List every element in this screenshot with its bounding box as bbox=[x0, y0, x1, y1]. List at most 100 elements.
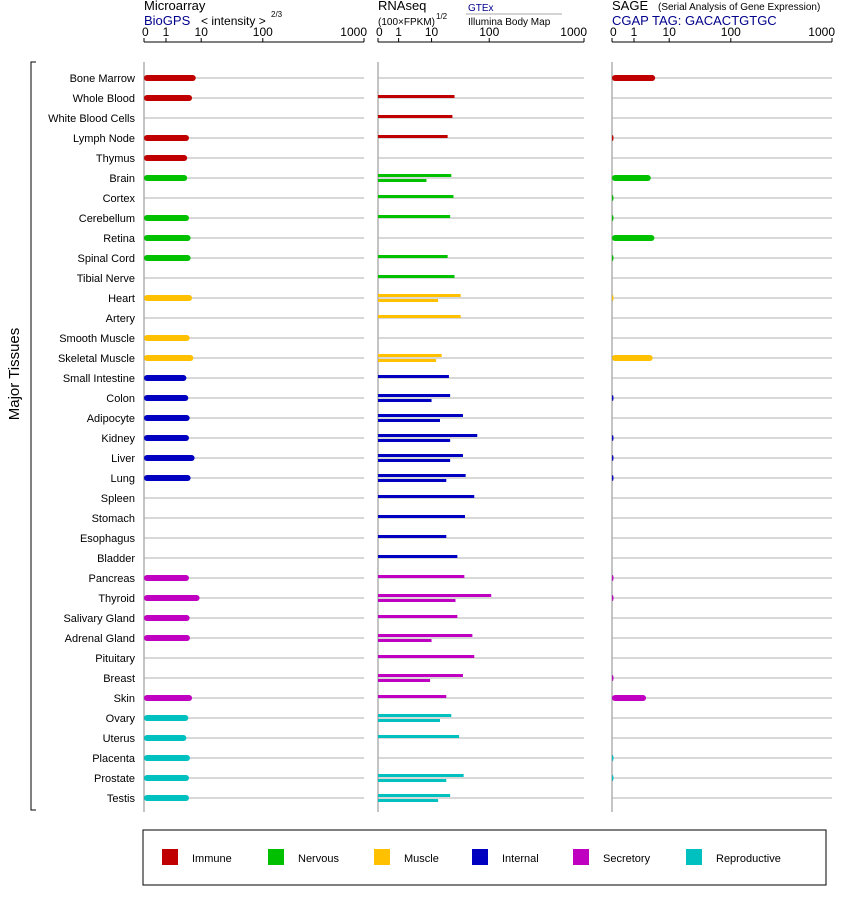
microarray-bar bbox=[144, 795, 189, 801]
x-tick-label: 100 bbox=[721, 25, 741, 39]
x-tick-label: 0 bbox=[376, 25, 383, 39]
sage-bar bbox=[612, 575, 614, 581]
rnaseq-bar-ibm bbox=[378, 719, 440, 722]
x-tick-label: 100 bbox=[253, 25, 273, 39]
rnaseq-bar bbox=[378, 95, 455, 98]
legend-swatch-muscle bbox=[374, 849, 390, 865]
sage-bar bbox=[612, 355, 653, 361]
x-tick-label: 1000 bbox=[808, 25, 835, 39]
tissue-label: Spinal Cord bbox=[78, 253, 135, 265]
rnaseq-bar bbox=[378, 655, 475, 658]
tissue-label: Bladder bbox=[97, 553, 135, 565]
tissue-label: Whole Blood bbox=[73, 93, 135, 105]
legend-swatch-immune bbox=[162, 849, 178, 865]
sage-source: CGAP TAG: GACACTGTGC bbox=[612, 13, 777, 28]
rnaseq-bar-ibm bbox=[378, 479, 447, 482]
microarray-bar bbox=[144, 595, 200, 601]
rnaseq-bar-gtex bbox=[378, 634, 473, 637]
rnaseq-bar-gtex bbox=[378, 594, 492, 597]
rnaseq-bar-gtex bbox=[378, 434, 478, 437]
legend-swatch-internal bbox=[472, 849, 488, 865]
sage-bar bbox=[612, 195, 614, 201]
x-tick-label: 10 bbox=[425, 25, 439, 39]
rnaseq-bar-gtex bbox=[378, 354, 442, 357]
sage-bar bbox=[612, 75, 656, 81]
rnaseq-bar-gtex bbox=[378, 774, 464, 777]
sage-bar bbox=[612, 215, 614, 221]
rnaseq-bar bbox=[378, 115, 453, 118]
microarray-bar bbox=[144, 635, 190, 641]
tissue-label: Liver bbox=[111, 453, 135, 465]
rnaseq-bar-gtex bbox=[378, 674, 463, 677]
sage-title: SAGE bbox=[612, 0, 648, 13]
rnaseq-bar-gtex bbox=[378, 714, 452, 717]
tissue-bracket bbox=[30, 61, 36, 811]
side-label: Major Tissues bbox=[6, 328, 23, 421]
rnaseq-source-gtex: GTEx bbox=[468, 3, 494, 14]
rnaseq-bar bbox=[378, 535, 447, 538]
tissue-label: Pituitary bbox=[95, 653, 135, 665]
legend-label-nervous: Nervous bbox=[298, 853, 339, 865]
rnaseq-bar bbox=[378, 735, 460, 738]
legend-label-reproductive: Reproductive bbox=[716, 853, 781, 865]
rnaseq-source-ibm: Illumina Body Map bbox=[468, 17, 551, 28]
rnaseq-exponent: 1/2 bbox=[436, 12, 448, 21]
microarray-bar bbox=[144, 475, 191, 481]
tissue-label: Lymph Node bbox=[73, 133, 135, 145]
microarray-bar bbox=[144, 375, 187, 381]
microarray-bar bbox=[144, 295, 193, 301]
tissue-label: Salivary Gland bbox=[63, 613, 135, 625]
x-tick-label: 1000 bbox=[560, 25, 587, 39]
tissue-label: Kidney bbox=[101, 433, 135, 445]
microarray-bar bbox=[144, 335, 190, 341]
rnaseq-bar bbox=[378, 195, 454, 198]
legend-label-immune: Immune bbox=[192, 853, 232, 865]
rnaseq-bar-ibm bbox=[378, 459, 451, 462]
microarray-title: Microarray bbox=[144, 0, 206, 13]
rnaseq-bar bbox=[378, 555, 458, 558]
tissue-label: Heart bbox=[108, 293, 135, 305]
microarray-bar bbox=[144, 435, 189, 441]
tissue-label: Artery bbox=[106, 313, 136, 325]
sage-bar bbox=[612, 235, 655, 241]
microarray-bar bbox=[144, 575, 189, 581]
tissue-label: White Blood Cells bbox=[48, 113, 135, 125]
rnaseq-bar-ibm bbox=[378, 779, 447, 782]
rnaseq-bar-ibm bbox=[378, 399, 432, 402]
tissue-label: Adrenal Gland bbox=[65, 633, 135, 645]
rnaseq-metric: (100×FPKM) bbox=[378, 17, 435, 28]
microarray-bar bbox=[144, 75, 196, 81]
microarray-exponent: 2/3 bbox=[271, 10, 283, 19]
rnaseq-bar-ibm bbox=[378, 799, 439, 802]
rnaseq-bar bbox=[378, 215, 451, 218]
microarray-bar bbox=[144, 695, 193, 701]
tissue-label: Pancreas bbox=[89, 573, 136, 585]
x-tick-label: 1 bbox=[163, 25, 170, 39]
microarray-bar bbox=[144, 775, 189, 781]
sage-bar bbox=[612, 435, 614, 441]
tissue-label: Prostate bbox=[94, 773, 135, 785]
rnaseq-bar-gtex bbox=[378, 454, 463, 457]
tissue-label: Uterus bbox=[103, 733, 136, 745]
rnaseq-bar bbox=[378, 315, 461, 318]
sage-bar bbox=[612, 395, 614, 401]
sage-subtitle: (Serial Analysis of Gene Expression) bbox=[658, 2, 820, 13]
rnaseq-bar-ibm bbox=[378, 679, 431, 682]
rnaseq-bar bbox=[378, 255, 448, 258]
rnaseq-bar bbox=[378, 275, 455, 278]
microarray-bar bbox=[144, 755, 190, 761]
microarray-bar bbox=[144, 355, 194, 361]
x-tick-label: 0 bbox=[610, 25, 617, 39]
sage-bar bbox=[612, 755, 614, 761]
tissue-label: Testis bbox=[107, 793, 136, 805]
rnaseq-bar bbox=[378, 515, 466, 518]
rnaseq-bar bbox=[378, 375, 449, 378]
tissue-label: Breast bbox=[103, 673, 135, 685]
rnaseq-bar-ibm bbox=[378, 179, 427, 182]
sage-bar bbox=[612, 295, 614, 301]
tissue-label: Spleen bbox=[101, 493, 135, 505]
tissue-label: Colon bbox=[106, 393, 135, 405]
rnaseq-bar bbox=[378, 695, 447, 698]
x-tick-label: 1 bbox=[631, 25, 638, 39]
